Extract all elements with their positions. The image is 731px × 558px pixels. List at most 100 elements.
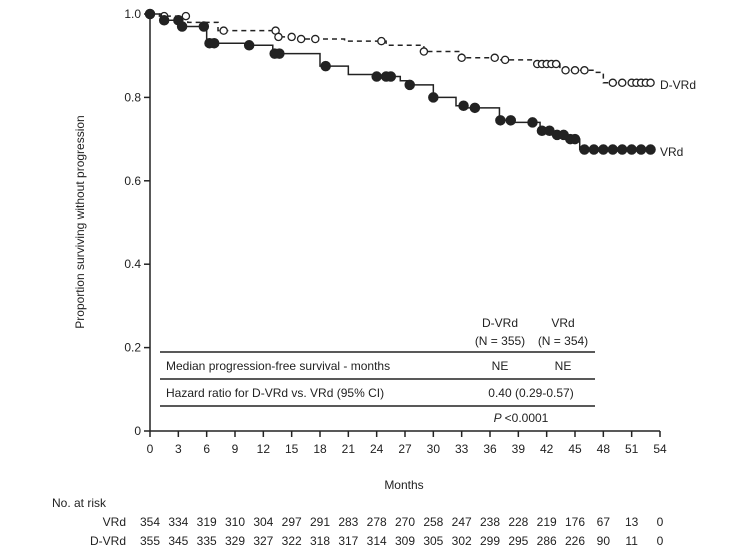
- at-risk-value: 270: [395, 515, 415, 529]
- at-risk-value: 345: [168, 534, 188, 548]
- censor-mark-d-vrd: [551, 59, 561, 69]
- censor-mark-d-vrd: [570, 66, 580, 75]
- y-tick-label: 0.8: [124, 90, 141, 104]
- col-header-vrd: VRd: [551, 316, 574, 330]
- axes: 00.20.40.60.81.00 3 6 9 12 15 18 21 24 27 30 33 36 39…: [124, 7, 667, 456]
- censor-mark-vrd: [458, 100, 469, 111]
- y-tick-label: 0.6: [124, 174, 141, 188]
- at-risk-value: 13: [625, 515, 639, 529]
- at-risk-value: 304: [253, 515, 273, 529]
- y-tick-label: 0: [134, 424, 141, 438]
- censor-mark-d-vrd: [646, 78, 655, 88]
- x-tick-label: 6: [203, 442, 210, 456]
- y-tick-label: 1.0: [124, 7, 141, 21]
- curves: [144, 8, 656, 155]
- at-risk-value: 67: [597, 515, 611, 529]
- censor-mark-vrd: [607, 144, 619, 155]
- at-risk-value: 0: [657, 534, 664, 548]
- x-tick-label: 54: [653, 442, 667, 456]
- censor-mark-vrd: [527, 117, 538, 128]
- x-tick-label: 9: [232, 442, 239, 456]
- x-tick-label: 0: [147, 442, 154, 456]
- censor-mark-d-vrd: [377, 36, 386, 46]
- censor-mark-vrd: [495, 115, 506, 126]
- at-risk-value: 286: [537, 534, 557, 548]
- y-axis-label: Proportion surviving without progression: [73, 115, 87, 328]
- at-risk-value: 335: [197, 534, 217, 548]
- x-tick-label: 42: [540, 442, 554, 456]
- censor-mark-vrd: [626, 144, 637, 155]
- at-risk-table: No. at risk VRd 354 334 319 310 304 297 291 283 2…: [52, 496, 664, 548]
- censor-mark-vrd: [569, 133, 581, 145]
- at-risk-value: 327: [253, 534, 273, 548]
- at-risk-value: 334: [168, 515, 188, 529]
- at-risk-value: 11: [625, 534, 638, 548]
- at-risk-value: 329: [225, 534, 245, 548]
- x-axis-label: Months: [384, 478, 423, 492]
- at-risk-value: 319: [197, 515, 217, 529]
- at-risk-value: 295: [508, 534, 528, 548]
- censor-mark-vrd: [616, 144, 628, 155]
- censor-mark-vrd: [469, 102, 481, 114]
- at-risk-value: 176: [565, 515, 585, 529]
- at-risk-value: 291: [310, 515, 330, 529]
- x-tick-label: 12: [257, 442, 271, 456]
- censor-mark-vrd: [198, 21, 210, 32]
- censor-mark-d-vrd: [500, 55, 510, 65]
- row-median-label: Median progression-free survival - month…: [166, 359, 390, 373]
- p-value: P <0.0001: [494, 411, 549, 425]
- censor-mark-d-vrd: [296, 34, 306, 44]
- censor-mark-vrd: [598, 144, 609, 155]
- at-risk-value: 314: [367, 534, 387, 548]
- censor-mark-d-vrd: [617, 78, 627, 88]
- at-risk-value: 302: [452, 534, 472, 548]
- censor-mark-d-vrd: [561, 66, 570, 75]
- x-tick-label: 39: [512, 442, 526, 456]
- censor-mark-vrd: [635, 144, 647, 155]
- censor-mark-d-vrd: [419, 47, 429, 56]
- at-risk-value: 310: [225, 515, 245, 529]
- row-median-vrd: NE: [555, 359, 572, 373]
- x-tick-label: 21: [342, 442, 356, 456]
- censor-mark-vrd: [158, 15, 170, 26]
- censor-mark-vrd: [404, 79, 415, 91]
- y-tick-label: 0.4: [124, 257, 141, 271]
- censor-mark-vrd: [371, 71, 382, 82]
- x-tick-label: 33: [455, 442, 469, 456]
- x-tick-label: 24: [370, 442, 384, 456]
- censor-mark-vrd: [505, 115, 517, 126]
- row-hr-value: 0.40 (0.29-0.57): [488, 386, 573, 400]
- at-risk-value: 226: [565, 534, 585, 548]
- censor-mark-d-vrd: [311, 34, 320, 44]
- censor-mark-d-vrd: [490, 53, 499, 63]
- at-risk-value: 322: [282, 534, 302, 548]
- at-risk-value: 278: [367, 515, 387, 529]
- censor-mark-vrd: [588, 144, 600, 155]
- censor-mark-vrd: [176, 21, 188, 32]
- at-risk-value: 219: [537, 515, 557, 529]
- series-label-dvrd: D-VRd: [660, 78, 696, 92]
- at-risk-value: 258: [423, 515, 443, 529]
- censor-mark-d-vrd: [457, 53, 466, 63]
- x-tick-label: 48: [597, 442, 611, 456]
- x-tick-label: 18: [313, 442, 327, 456]
- censor-mark-vrd: [385, 71, 397, 82]
- x-tick-label: 30: [427, 442, 441, 456]
- x-tick-label: 15: [285, 442, 299, 456]
- at-risk-value: 355: [140, 534, 160, 548]
- y-tick-label: 0.2: [124, 341, 141, 355]
- at-risk-value: 309: [395, 534, 415, 548]
- col-header-dvrd: D-VRd: [482, 316, 518, 330]
- x-tick-label: 45: [568, 442, 582, 456]
- at-risk-value: 90: [597, 534, 611, 548]
- x-tick-label: 27: [398, 442, 412, 456]
- at-risk-row-label: VRd: [103, 515, 126, 529]
- at-risk-value: 228: [508, 515, 528, 529]
- col-header-dvrd-n: (N = 355): [475, 334, 525, 348]
- at-risk-value: 283: [338, 515, 358, 529]
- censor-mark-d-vrd: [287, 32, 296, 42]
- censor-mark-vrd: [274, 48, 285, 59]
- censor-mark-vrd: [208, 37, 220, 49]
- censor-mark-vrd: [645, 144, 656, 155]
- at-risk-title: No. at risk: [52, 496, 107, 510]
